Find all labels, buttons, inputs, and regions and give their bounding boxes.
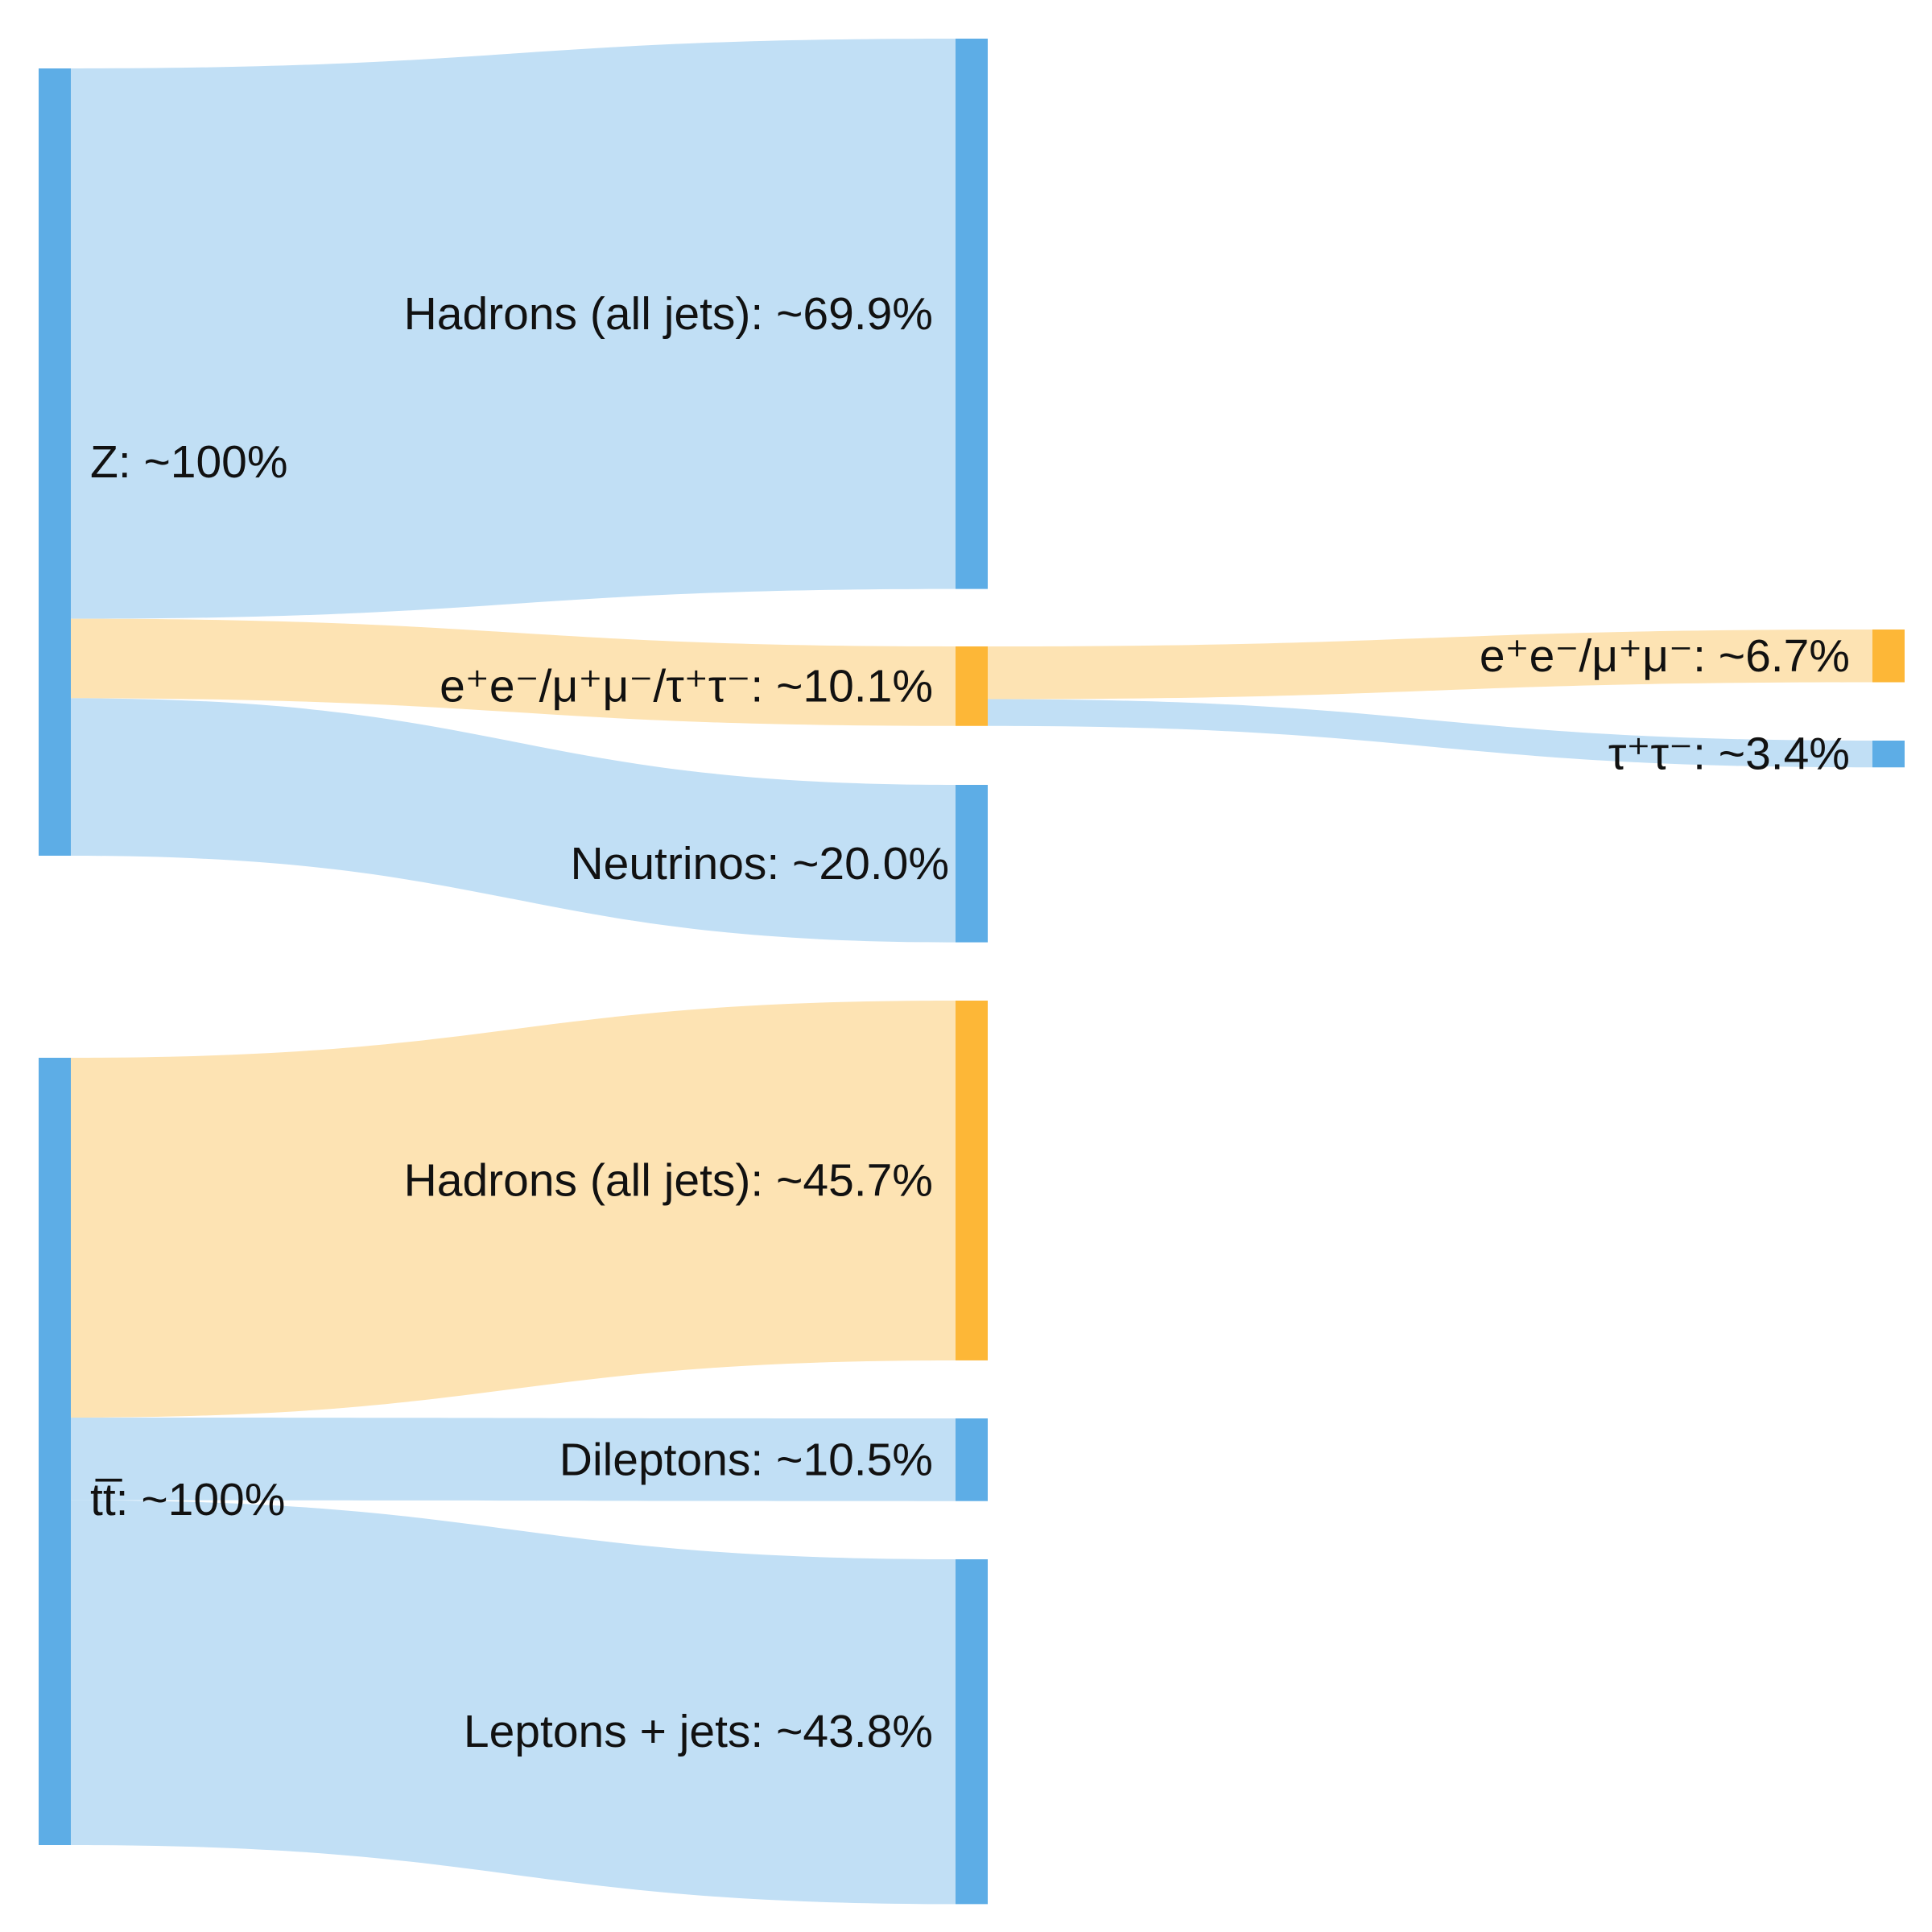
flow-link-z_leptons-to-z_ee_mumu	[988, 630, 1872, 700]
node-labels: Z: ~100% Hadrons (all jets): ~69.9% e⁺e⁻/μ…	[90, 288, 1850, 1757]
node-bar-tt_hadrons	[956, 1001, 988, 1360]
flow-link-z_leptons-to-z_tautau	[988, 699, 1872, 768]
node-bar-tt_dileptons	[956, 1418, 988, 1501]
node-label-z_neutrinos: Neutrinos: ~20.0%	[570, 838, 949, 890]
node-bar-z_hadrons	[956, 39, 988, 589]
flow-nodes	[39, 39, 1905, 1905]
node-label-z: Z: ~100%	[90, 436, 288, 488]
node-label-z_ee_mumu: e⁺e⁻/μ⁺μ⁻: ~6.7%	[1480, 630, 1850, 682]
node-label-tt_hadrons: Hadrons (all jets): ~45.7%	[404, 1154, 933, 1206]
node-bar-z	[39, 68, 71, 856]
flow-link-tt-to-tt_lepjets	[71, 1500, 956, 1905]
node-bar-z_neutrinos	[956, 785, 988, 943]
node-bar-tt	[39, 1058, 71, 1845]
flow-link-z-to-z_leptons	[71, 618, 956, 726]
flow-link-tt-to-tt_hadrons	[71, 1001, 956, 1418]
flow-link-z-to-z_neutrinos	[71, 698, 956, 943]
node-label-tt_dileptons: Dileptons: ~10.5%	[559, 1434, 933, 1485]
node-bar-z_ee_mumu	[1872, 630, 1905, 683]
node-label-z_leptons: e⁺e⁻/μ⁺μ⁻/τ⁺τ⁻: ~10.1%	[440, 660, 933, 712]
flow-link-tt-to-tt_dileptons	[71, 1417, 956, 1501]
flow-link-z-to-z_hadrons	[71, 39, 956, 619]
node-label-tt_lepjets: Leptons + jets: ~43.8%	[464, 1706, 933, 1757]
node-label-tt: tt̅: ~100%	[90, 1474, 285, 1525]
node-label-z_hadrons: Hadrons (all jets): ~69.9%	[404, 288, 933, 340]
node-bar-z_tautau	[1872, 741, 1905, 768]
flow-links	[71, 39, 1872, 1905]
node-label-z_tautau: τ⁺τ⁻: ~3.4%	[1608, 729, 1850, 780]
node-bar-tt_lepjets	[956, 1559, 988, 1905]
node-bar-z_leptons	[956, 646, 988, 726]
